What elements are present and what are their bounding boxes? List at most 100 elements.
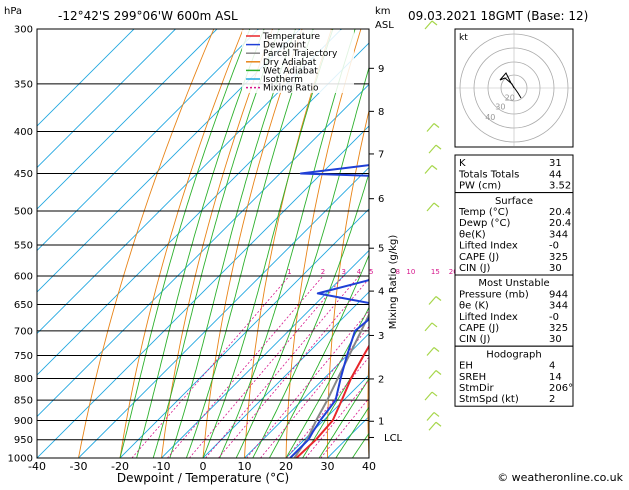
wind-barb-flag [434,203,439,207]
most-unstable-row-label: Lifted Index [459,312,518,323]
most-unstable-row-label: Pressure (mb) [459,289,529,300]
wind-barb-staff [429,297,436,305]
mixing-ratio-label: 3 [342,268,346,276]
height-tick-label: 8 [378,107,384,118]
hodograph-stats-row-value: 2 [549,394,555,405]
hodograph-stats-row-value: 14 [549,372,562,383]
copyright-footer: © weatheronline.co.uk [497,471,623,484]
mixing-ratio-label: 15 [431,268,440,276]
most-unstable-row-value: 325 [549,323,568,334]
isotherm-line [0,29,383,458]
dry-adiabat-line [79,29,214,458]
wind-barb-flag [436,370,441,374]
temperature-tick-label: 40 [362,460,376,473]
wind-barb-staff [427,124,434,132]
x-axis-label: Dewpoint / Temperature (°C) [117,471,289,485]
hodograph-unit: kt [459,33,468,43]
height-tick-label: LCL [384,433,403,444]
surface-row-label: CIN (J) [459,263,490,274]
height-tick-label: 5 [378,244,384,255]
wind-barb-flag [432,323,437,327]
mixing-ratio-line [287,276,436,458]
pressure-tick-label: 500 [14,207,33,218]
wind-barbs-column [425,21,441,430]
wet-adiabat-line [137,29,265,458]
pressure-tick-label: 400 [14,127,33,138]
pressure-tick-label: 750 [14,351,33,362]
pressure-tick-label: 600 [14,271,33,282]
most-unstable-row-value: 30 [549,334,562,345]
km-unit-label: km [375,6,391,17]
pressure-tick-label: 300 [14,25,33,36]
mixing-ratio-label: 5 [369,268,373,276]
height-tick-label: 4 [378,287,384,298]
dry-adiabat-line [620,29,629,458]
hodograph-ring-label: 30 [495,103,505,112]
isotherm-line [37,29,466,458]
legend-entry-label: Mixing Ratio [263,84,319,94]
surface-row-label: θe(K) [459,229,486,240]
most-unstable-row-label: CIN (J) [459,334,490,345]
surface-row-label: Temp (°C) [458,207,509,218]
surface-row-value: -0 [549,241,559,252]
indices-row-value: 3.52 [549,181,571,192]
wind-barb-flag [436,297,441,301]
height-tick-label: 9 [378,64,384,75]
hodograph-stats-row-label: StmSpd (kt) [459,394,519,405]
height-tick-label: 6 [378,194,384,205]
indices-row-label: PW (cm) [459,181,501,192]
dry-adiabat-line [587,29,618,458]
most-unstable-row-value: 944 [549,289,568,300]
temperature-tick-label: -40 [28,460,46,473]
pressure-tick-label: 450 [14,169,33,180]
wind-barb-staff [429,145,436,153]
height-tick-label: 3 [378,331,384,342]
wind-barb-staff [425,392,432,400]
indices-row-value: 44 [549,169,562,180]
wind-barb-staff [425,165,432,173]
height-tick-label: 2 [378,374,384,385]
mixing-ratio-label: 10 [406,268,415,276]
hodograph-stats-row-value: 206° [549,383,573,394]
surface-row-value: 30 [549,263,562,274]
height-tick-label: 7 [378,149,384,160]
mixing-ratio-label: 4 [357,268,362,276]
pressure-tick-label: 850 [14,396,33,407]
wind-barb-staff [425,323,432,331]
mixing-ratio-line [306,276,454,458]
surface-row-value: 325 [549,252,568,263]
isotherm-line [0,29,259,458]
pressure-tick-label: 550 [14,240,33,251]
wind-barb-flag [434,412,439,416]
wind-barb-staff [429,422,436,430]
height-tick-label: 1 [378,417,384,428]
temperature-tick-label: 30 [321,460,335,473]
mixing-ratio-line [247,276,398,458]
dry-adiabat-line [407,29,449,458]
hodograph-ring-label: 20 [505,93,515,102]
temperature-tick-label: -30 [70,460,88,473]
mixing-ratio-axis-label: Mixing Ratio (g/kg) [388,235,399,330]
surface-row-value: 20.4 [549,218,571,229]
wind-barb-flag [436,145,441,149]
surface-row-label: Dewp (°C) [459,218,510,229]
pressure-tick-label: 950 [14,435,33,446]
surface-row-value: 20.4 [549,207,571,218]
indices-row-label: Totals Totals [458,169,519,180]
wind-barb-staff [427,347,434,355]
isotherm-line [0,29,425,458]
mixing-ratio-label: 2 [321,268,325,276]
wind-barb-flag [434,124,439,128]
hodograph-stats-row-label: StmDir [459,383,494,394]
most-unstable-row-value: -0 [549,312,559,323]
wind-barb-staff [429,370,436,378]
hodograph-stats-title: Hodograph [486,349,541,360]
indices-row-label: K [459,158,466,169]
hodograph-stats-row-label: EH [459,361,473,372]
pressure-tick-label: 350 [14,79,33,90]
pressure-tick-label: 700 [14,326,33,337]
wind-barb-staff [427,412,434,420]
